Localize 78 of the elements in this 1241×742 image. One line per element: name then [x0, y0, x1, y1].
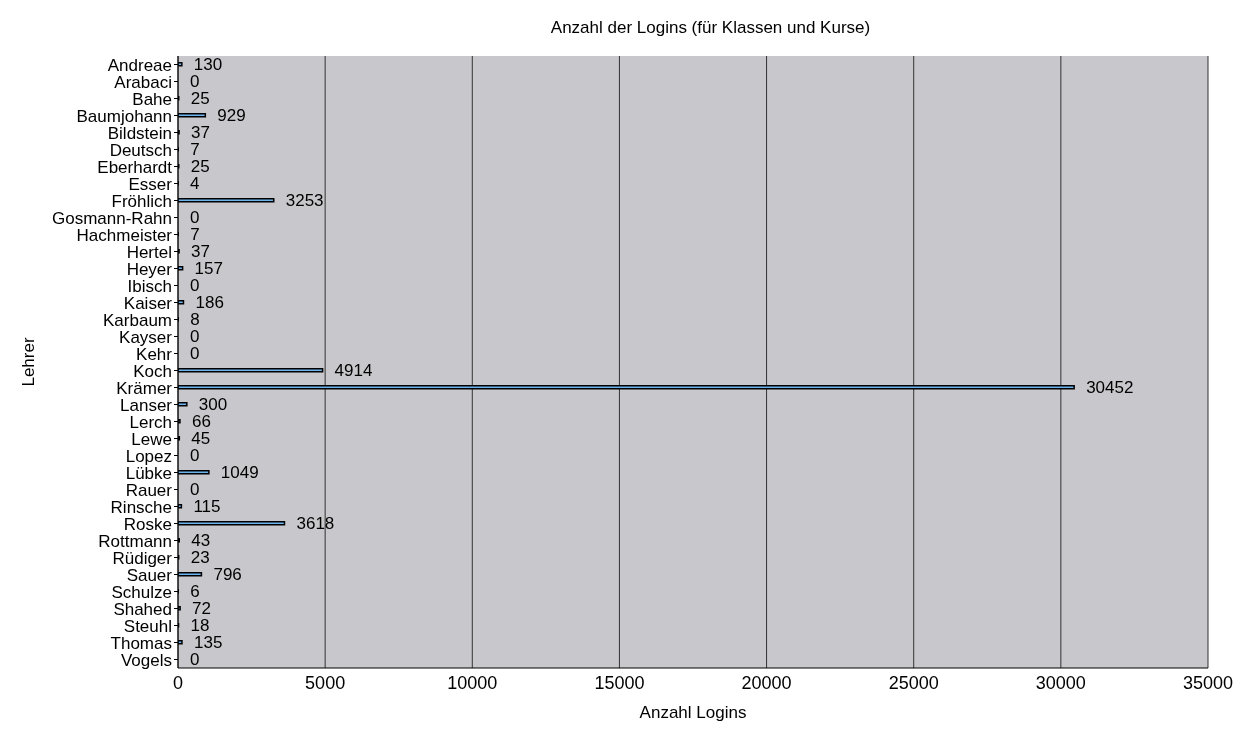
data-label: 796 [213, 565, 242, 585]
y-tick-label: Kayser [119, 327, 173, 347]
x-tick-label: 0 [172, 672, 184, 693]
data-label: 3253 [285, 191, 324, 211]
x-tick-label: 20000 [741, 672, 792, 693]
y-tick-label: Rüdiger [112, 548, 173, 568]
y-tick-label: Fröhlich [111, 191, 172, 211]
x-tick-label: 30000 [1035, 672, 1086, 693]
y-axis-title: Lehrer [19, 337, 39, 387]
y-tick-label: Lerch [129, 412, 172, 432]
data-label: 0 [190, 327, 200, 347]
y-tick-label: Kaiser [123, 293, 173, 313]
data-label: 0 [190, 650, 200, 670]
data-label: 0 [190, 208, 200, 228]
data-label: 115 [193, 497, 221, 517]
y-tick-label: Hachmeister [76, 225, 173, 245]
data-label: 1049 [220, 463, 259, 483]
x-axis-title: Anzahl Logins [639, 703, 747, 722]
y-tick-label: Hertel [126, 242, 172, 262]
data-label: 23 [190, 548, 210, 568]
y-tick-label: Karbaum [103, 310, 172, 330]
y-tick-label: Steuhl [123, 616, 172, 636]
data-label: 66 [191, 412, 211, 432]
data-label: 157 [194, 259, 223, 279]
data-label: 8 [190, 310, 200, 330]
x-tick-label: 5000 [305, 672, 346, 693]
y-tick-label: Gosmann-Rahn [51, 208, 172, 228]
y-tick-label: Lanser [120, 395, 173, 415]
data-label: 37 [191, 123, 211, 143]
data-label: 300 [198, 395, 228, 415]
data-label: 25 [190, 89, 210, 109]
y-tick-label: Eberhardt [97, 157, 173, 177]
y-tick-label: Bahe [132, 89, 172, 109]
data-label: 43 [191, 531, 211, 551]
y-tick-label: Lopez [125, 446, 172, 466]
x-tick-label: 10000 [447, 672, 498, 693]
y-tick-label: Rinsche [110, 497, 172, 517]
y-tick-label: Koch [133, 361, 172, 381]
data-label: 0 [190, 276, 200, 296]
y-tick-label: Schulze [111, 582, 172, 602]
y-tick-label: Rottmann [98, 531, 172, 551]
x-tick-label: 25000 [888, 672, 939, 693]
data-label: 0 [190, 480, 200, 500]
y-tick-label: Krämer [116, 378, 173, 398]
data-label: 4914 [334, 361, 373, 381]
y-tick-label: Roske [123, 514, 172, 534]
data-label: 7 [190, 225, 200, 245]
data-label: 0 [190, 72, 200, 92]
y-tick-label: Lewe [131, 429, 172, 449]
y-tick-label: Thomas [110, 633, 172, 653]
data-label: 45 [191, 429, 211, 449]
y-tick-label: Heyer [126, 259, 173, 279]
data-label: 130 [193, 55, 223, 75]
data-label: 3618 [296, 514, 335, 534]
data-label: 7 [190, 140, 200, 160]
x-tick-label: 15000 [594, 672, 645, 693]
data-label: 37 [191, 242, 211, 262]
y-tick-label: Esser [128, 174, 173, 194]
y-tick-label: Vogels [120, 650, 172, 670]
y-tick-label: Deutsch [109, 140, 172, 160]
chart-title: Anzahl der Logins (für Klassen und Kurse) [549, 17, 872, 39]
data-label: 18 [190, 616, 210, 636]
data-label: 25 [190, 157, 210, 177]
data-label: 30452 [1086, 378, 1134, 398]
y-tick-label: Andreae [107, 55, 172, 75]
data-label: 135 [193, 633, 223, 653]
y-tick-label: Shahed [113, 599, 172, 619]
y-tick-label: Rauer [125, 480, 173, 500]
data-label: 0 [190, 344, 200, 364]
y-tick-label: Baumjohann [76, 106, 172, 126]
data-label: 6 [190, 582, 200, 602]
data-label: 929 [217, 106, 246, 126]
data-label: 4 [190, 174, 200, 194]
y-tick-label: Arabaci [114, 72, 172, 92]
data-label: 186 [195, 293, 224, 313]
data-label: 0 [190, 446, 200, 466]
data-label: 72 [192, 599, 212, 619]
x-tick-label: 35000 [1182, 672, 1234, 693]
